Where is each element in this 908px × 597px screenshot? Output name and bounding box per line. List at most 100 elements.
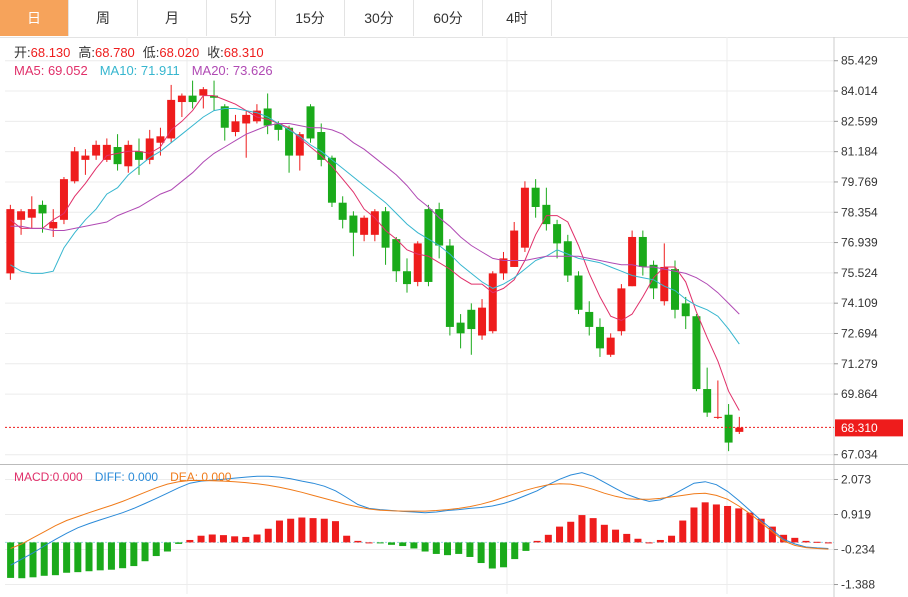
candle-body-65 (703, 389, 712, 413)
last-price-label: 68.310 (841, 421, 878, 435)
candle-body-59 (638, 236, 647, 267)
candle-body-7 (81, 155, 90, 160)
macd-bar-47 (533, 540, 541, 543)
candle-body-17 (188, 95, 197, 103)
macd-bar-44 (500, 542, 508, 568)
macd-bar-35 (399, 542, 407, 547)
macd-bar-66 (746, 512, 754, 543)
candle-body-10 (113, 147, 122, 165)
legend: 开:68.130 高:68.780 低:68.020 收:68.310 MA5: 69.… (14, 45, 273, 484)
candle-body-31 (338, 202, 347, 220)
macd-bar-70 (791, 537, 799, 543)
candle-body-34 (370, 211, 379, 235)
macd-bar-43 (488, 542, 496, 569)
tab-2[interactable]: 月 (138, 0, 207, 36)
tab-4[interactable]: 15分 (276, 0, 345, 36)
macd-bar-68 (768, 526, 776, 543)
candle-body-50 (542, 204, 551, 225)
ohlc-value-0: 68.130 (31, 45, 71, 60)
candle-body-6 (70, 151, 79, 182)
candle-body-32 (349, 215, 358, 233)
period-tabs: 日周月 5分 15分 30分 60分 4时 (0, 0, 908, 38)
ma-legend-1: MA10: 71.911 (100, 63, 180, 78)
candle-body-41 (445, 245, 454, 327)
macd-bar-3 (40, 542, 48, 576)
candle-body-56 (606, 337, 615, 355)
candle-body-12 (135, 151, 143, 160)
candle-body-63 (681, 303, 690, 317)
macd-bar-10 (119, 542, 127, 569)
macd-legend-1: DIFF: 0.000 (95, 470, 159, 484)
diff-line (10, 472, 829, 566)
tab-6[interactable]: 60分 (414, 0, 483, 36)
macd-bar-29 (331, 521, 339, 543)
candle-body-58 (628, 236, 637, 287)
candle-body-0 (6, 209, 15, 274)
macd-bar-33 (376, 542, 384, 544)
macd-bar-23 (264, 528, 272, 543)
tab-0[interactable]: 日 (0, 0, 69, 36)
ohlc-label-2: 低: (143, 45, 160, 60)
macd-bar-22 (253, 534, 261, 543)
macd-panel (5, 472, 834, 579)
candle-body-13 (145, 138, 154, 160)
macd-bar-13 (152, 542, 160, 557)
candle-body-49 (531, 187, 540, 207)
ma-legend-0: MA5: 69.052 (14, 63, 88, 78)
macd-legend-2: DEA: 0.000 (170, 470, 232, 484)
macd-bar-55 (623, 533, 631, 543)
ma-line-ma20 (10, 123, 740, 315)
candle-body-21 (231, 121, 240, 133)
candle-body-35 (381, 211, 390, 248)
macd-bar-69 (780, 534, 788, 543)
candle-body-4 (49, 221, 58, 229)
tab-3[interactable]: 5分 (207, 0, 276, 36)
candle-body-48 (520, 187, 529, 248)
candle-body-15 (167, 99, 176, 139)
candle-body-37 (403, 271, 411, 285)
candle-body-11 (124, 144, 133, 167)
candle-body-30 (327, 157, 336, 203)
ohlc-label-3: 收: (207, 45, 224, 60)
ma-line-ma5 (10, 95, 740, 411)
macd-bar-45 (511, 542, 519, 560)
y-tick-label-12: 67.034 (841, 448, 878, 462)
chart-area: 85.429 84.014 82.599 81.184 79.769 78.354 76.9… (0, 37, 908, 597)
candle-body-29 (317, 132, 326, 160)
candle-body-67 (724, 414, 733, 443)
candle-body-43 (467, 309, 476, 330)
macd-legend-0: MACD:0.000 (14, 470, 83, 484)
macd-bar-7 (85, 542, 93, 572)
candle-body-40 (435, 209, 444, 246)
macd-bar-54 (612, 529, 620, 543)
candle-body-52 (563, 241, 572, 276)
macd-bar-57 (645, 542, 653, 544)
y-tick-label-8: 74.109 (841, 296, 878, 310)
candle-body-61 (660, 266, 669, 302)
ohlc-value-3: 68.310 (224, 45, 264, 60)
macd-bar-5 (63, 542, 71, 573)
candle-body-39 (424, 209, 433, 282)
tab-7[interactable]: 4时 (483, 0, 552, 36)
macd-bar-27 (309, 518, 317, 543)
macd-bar-63 (712, 504, 720, 543)
candle-body-5 (59, 179, 68, 220)
candle-body-57 (617, 288, 626, 332)
candle-body-18 (199, 89, 208, 96)
macd-bar-16 (186, 539, 194, 543)
macd-bar-15 (175, 542, 183, 544)
candle-body-51 (553, 224, 562, 244)
candle-body-19 (210, 95, 219, 98)
macd-bar-32 (365, 542, 373, 544)
candle-body-25 (274, 123, 283, 130)
tab-5[interactable]: 30分 (345, 0, 414, 36)
candle-body-16 (177, 95, 186, 103)
candle-body-22 (242, 114, 251, 124)
moving-average-lines (10, 95, 740, 411)
macd-legend: MACD:0.000 DIFF: 0.000 DEA: 0.000 (14, 470, 232, 484)
macd-bar-51 (578, 515, 586, 543)
tab-1[interactable]: 周 (69, 0, 138, 36)
macd-bar-67 (757, 518, 765, 543)
macd-bar-60 (679, 520, 687, 543)
ma-legend-2: MA20: 73.626 (192, 63, 273, 78)
